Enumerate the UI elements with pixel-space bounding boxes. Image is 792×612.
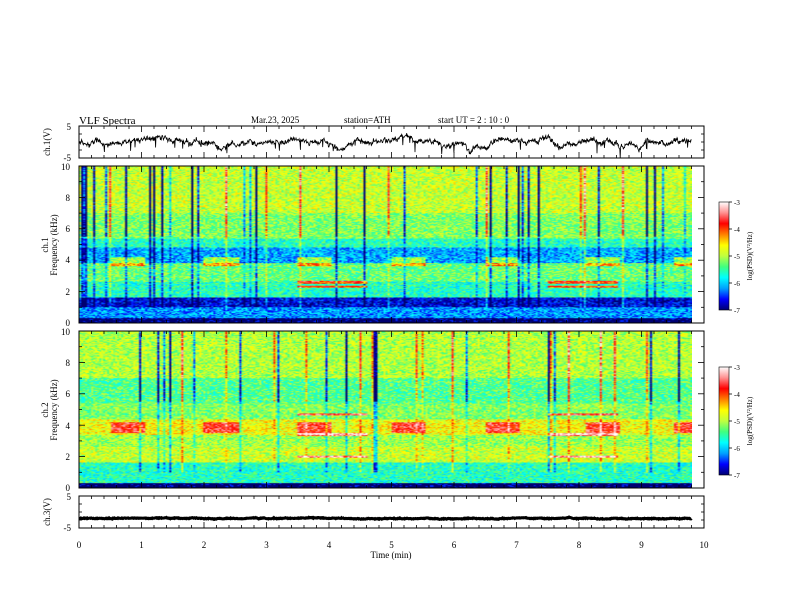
- ch1-spectrogram-ylabel-frequency: Frequency (kHz): [49, 214, 59, 275]
- ch1-waveform-x-ticks: [78, 125, 705, 159]
- ch2-colorbar: -3 -4 -5 -6 -7 log(PSD)(V²/Hz): [718, 364, 754, 480]
- ch1-ytick-10: 10: [61, 162, 71, 172]
- station-label: station=ATH: [344, 115, 391, 125]
- ch2-colorbar-label: log(PSD)(V²/Hz): [746, 396, 754, 445]
- ch1-spectrogram-ylabel-channel: ch.1: [40, 237, 50, 252]
- ch1-cb-tick-m3: -3: [734, 199, 740, 207]
- ch3-waveform-x-ticks: [78, 495, 705, 529]
- ch2-ytick-4: 4: [66, 421, 71, 431]
- ch3-ytick-bottom: -5: [64, 523, 72, 533]
- ch2-spectrogram-ylabel-channel: ch.2: [40, 402, 50, 417]
- xtick-7: 7: [514, 540, 519, 550]
- ch2-spectrogram-panel: 0 2 4 6 8 10 ch.2 Frequency (kHz): [40, 327, 705, 493]
- ch2-ytick-8: 8: [66, 358, 71, 368]
- ch1-cb-tick-m4: -4: [734, 226, 740, 234]
- ch1-spectrogram-yticklabels: 0 2 4 6 8 10: [61, 162, 71, 328]
- ch3-waveform-panel: 5 -5 ch.3(V) 0 1 2 3 4 5 6 7 8 9 10 Time…: [42, 492, 709, 560]
- ch2-ytick-0: 0: [66, 483, 71, 493]
- ch1-colorbar-scale: [718, 201, 730, 311]
- xtick-0: 0: [77, 540, 82, 550]
- ch2-colorbar-scale: [718, 366, 730, 476]
- ch2-cb-tick-m7: -7: [734, 472, 740, 480]
- ch2-cb-tick-m3: -3: [734, 364, 740, 372]
- ch2-cb-tick-m4: -4: [734, 391, 740, 399]
- ch2-spectrogram-ticks: [78, 330, 705, 489]
- xtick-4: 4: [327, 540, 332, 550]
- ch1-ytick-bottom: -5: [64, 153, 72, 163]
- xtick-9: 9: [639, 540, 644, 550]
- xtick-3: 3: [264, 540, 269, 550]
- time-axis-ticklabels: 0 1 2 3 4 5 6 7 8 9 10: [77, 540, 709, 550]
- figure-title: VLF Spectra: [79, 115, 136, 127]
- time-axis-label: Time (min): [371, 550, 412, 560]
- ch1-waveform-ylabel: ch.1(V): [42, 128, 52, 156]
- ch2-spectrogram-image: [79, 331, 692, 488]
- ch2-colorbar-ticks: [729, 366, 732, 476]
- ch1-cb-tick-m7: -7: [734, 307, 740, 315]
- ch1-spectrogram-image: [79, 166, 692, 323]
- ch1-ytick-0: 0: [66, 318, 71, 328]
- xtick-5: 5: [389, 540, 394, 550]
- ch2-spectrogram-yticklabels: 0 2 4 6 8 10: [61, 327, 71, 493]
- ch1-colorbar: -3 -4 -5 -6 -7 log(PSD)(V²/Hz): [718, 199, 754, 315]
- start-time-label: start UT = 2 : 10 : 0: [438, 115, 510, 125]
- xtick-10: 10: [700, 540, 710, 550]
- xtick-8: 8: [577, 540, 582, 550]
- ch1-cb-tick-m5: -5: [734, 253, 740, 261]
- ch1-waveform-trace: [78, 132, 692, 159]
- ch1-spectrogram-ticks: [78, 165, 705, 324]
- xtick-1: 1: [139, 540, 144, 550]
- ch3-waveform-ylabel: ch.3(V): [42, 498, 52, 526]
- ch1-ytick-top: 5: [67, 122, 72, 132]
- ch1-ytick-2: 2: [66, 287, 71, 297]
- ch1-waveform-panel: 5 -5 ch.1(V): [42, 122, 705, 163]
- ch1-spectrogram-panel: 0 2 4 6 8 10 ch.1 Frequency (kHz): [40, 162, 705, 328]
- ch3-waveform-trace: [78, 515, 693, 522]
- ch2-cb-tick-m5: -5: [734, 418, 740, 426]
- ch1-colorbar-ticks: [729, 201, 732, 311]
- ch1-ytick-4: 4: [66, 255, 71, 265]
- ch1-cb-tick-m6: -6: [734, 280, 740, 288]
- xtick-2: 2: [202, 540, 207, 550]
- ch1-ytick-6: 6: [66, 224, 71, 234]
- ch2-spectrogram-ylabel-frequency: Frequency (kHz): [49, 379, 59, 440]
- ch1-colorbar-label: log(PSD)(V²/Hz): [746, 231, 754, 280]
- xtick-6: 6: [452, 540, 457, 550]
- ch2-ytick-10: 10: [61, 327, 71, 337]
- ch2-ytick-6: 6: [66, 389, 71, 399]
- ch2-cb-tick-m6: -6: [734, 445, 740, 453]
- ch1-ytick-8: 8: [66, 193, 71, 203]
- ch3-ytick-top: 5: [67, 492, 72, 502]
- ch2-ytick-2: 2: [66, 452, 71, 462]
- date-label: Mar.23, 2025: [251, 115, 300, 125]
